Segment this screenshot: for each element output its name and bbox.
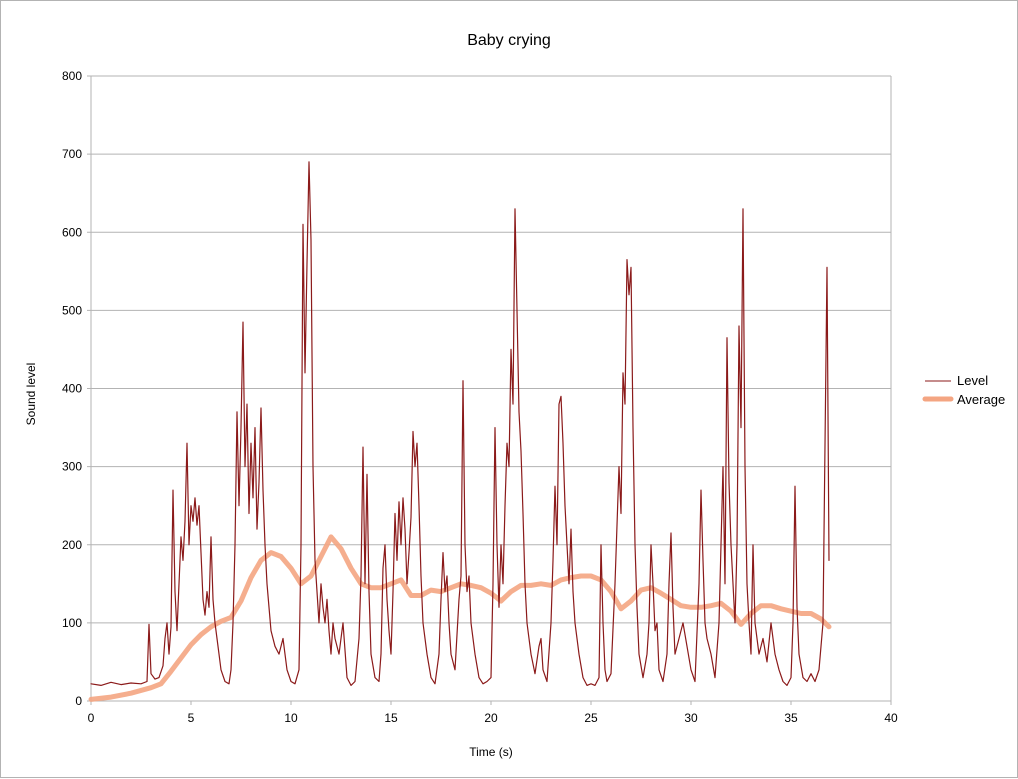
legend: Level Average <box>922 373 1005 407</box>
series-line-level <box>90 161 830 686</box>
gridlines <box>91 75 891 702</box>
legend-label-level: Level <box>957 373 988 388</box>
x-tick-label: 0 <box>88 711 95 725</box>
y-tick-label: 500 <box>62 303 82 317</box>
x-tick-label: 25 <box>584 711 598 725</box>
y-tick-label: 700 <box>62 147 82 161</box>
y-axis-title: Sound level <box>24 363 38 426</box>
y-tick-label: 200 <box>62 538 82 552</box>
x-tick-label: 20 <box>484 711 498 725</box>
y-tick-label: 400 <box>62 382 82 396</box>
y-tick-label: 800 <box>62 69 82 83</box>
x-tick-label: 15 <box>384 711 398 725</box>
chart-title: Baby crying <box>467 32 551 49</box>
legend-label-average: Average <box>957 392 1005 407</box>
y-tick-label: 0 <box>75 694 82 708</box>
series-lines <box>88 161 832 702</box>
x-tick-label: 10 <box>284 711 298 725</box>
x-axis-title: Time (s) <box>469 745 513 759</box>
x-tick-label: 30 <box>684 711 698 725</box>
axes: 0 100 200 300 400 500 600 700 800 0 5 10 15 20 25 30 35 4… <box>62 69 898 725</box>
x-tick-label: 35 <box>784 711 798 725</box>
x-tick-label: 40 <box>884 711 898 725</box>
y-tick-label: 100 <box>62 616 82 630</box>
y-tick-label: 600 <box>62 225 82 239</box>
y-tick-label: 300 <box>62 460 82 474</box>
x-tick-label: 5 <box>188 711 195 725</box>
series-line-average <box>88 534 832 702</box>
